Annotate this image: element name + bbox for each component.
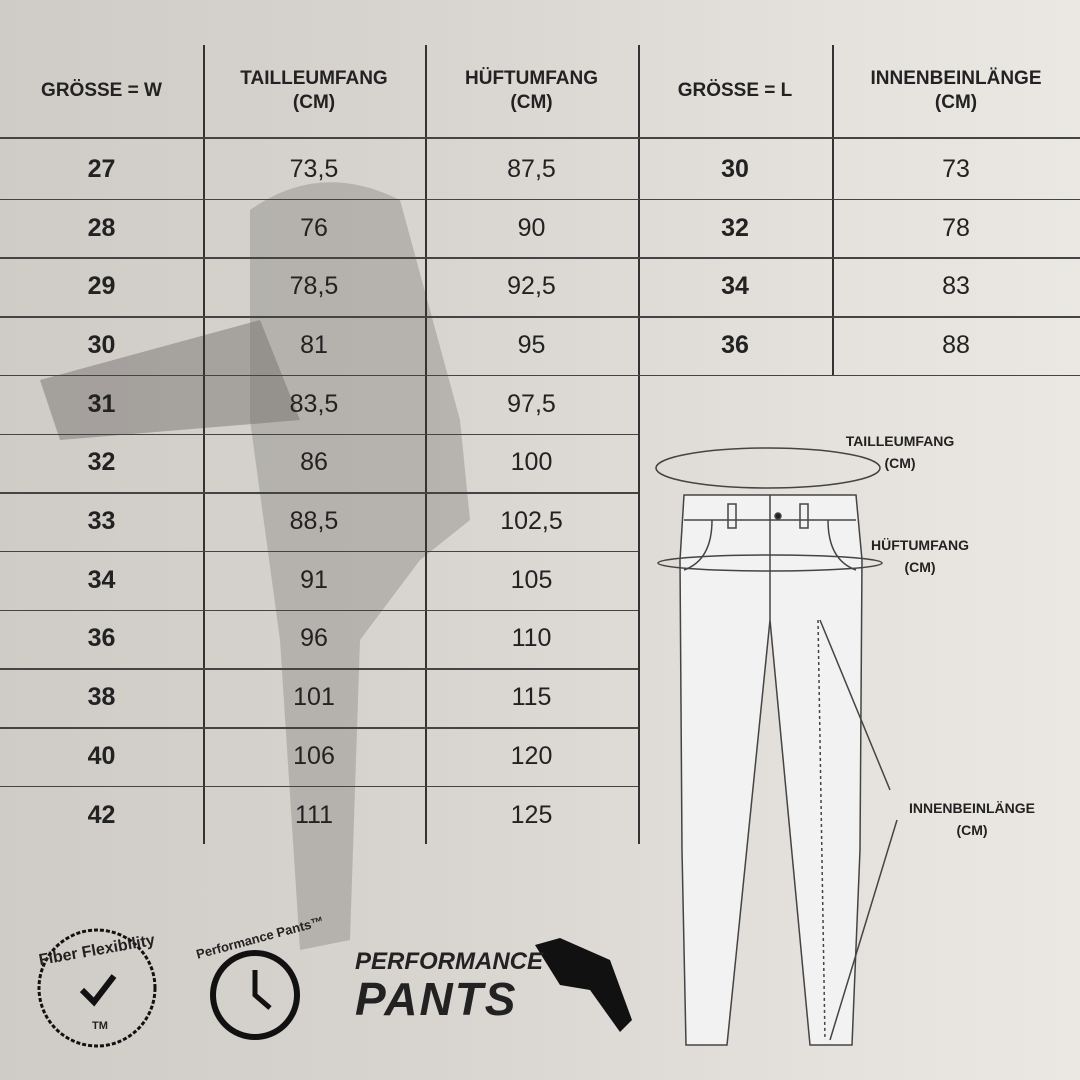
row-divider <box>0 727 638 729</box>
label-text: INNENBEINLÄNGE <box>908 800 1035 816</box>
row-divider <box>0 492 638 494</box>
label-unit: (CM) <box>884 455 916 471</box>
header-text: GRÖSSE = W <box>41 80 162 101</box>
table-cell: 33 <box>87 507 116 536</box>
row-divider <box>638 316 1080 318</box>
table-cell: 30 <box>87 330 116 359</box>
table-cell: 120 <box>510 741 553 770</box>
table-cell: 32 <box>87 448 116 477</box>
row-divider <box>0 433 638 435</box>
row-divider <box>0 609 638 612</box>
header: TAILLEUMFANG (CM) <box>203 45 425 137</box>
header: HÜFTUMFANG (CM) <box>425 45 638 137</box>
table-cell: 36 <box>87 624 116 653</box>
table-cell: 92,5 <box>507 272 556 301</box>
header-unit: (CM) <box>934 92 978 113</box>
table-cell: 28 <box>87 213 116 242</box>
table-cell: 115 <box>511 683 552 712</box>
table-cell: 106 <box>293 741 335 770</box>
header-unit: (CM) <box>510 92 553 113</box>
table-cell: 78 <box>942 213 970 242</box>
table-cell: 42 <box>87 800 116 829</box>
table-cell: 100 <box>510 448 553 477</box>
header-text: GRÖSSE = L <box>677 80 793 101</box>
table-cell: 73,5 <box>289 154 339 183</box>
label-unit: (CM) <box>956 822 988 838</box>
row-divider <box>0 257 638 259</box>
table-cell: 111 <box>294 800 333 829</box>
table-cell: 110 <box>511 624 552 653</box>
table-cell: 125 <box>510 800 553 829</box>
table-cell: 30 <box>721 154 749 183</box>
table-cell: 88 <box>942 330 970 359</box>
header-unit: (CM) <box>292 92 336 113</box>
table-cell: 38 <box>87 683 116 712</box>
table-cell: 86 <box>300 448 328 477</box>
table-cell: 27 <box>87 154 116 183</box>
table-cell: 34 <box>721 272 749 301</box>
label-text: HÜFTUMFANG <box>871 537 969 553</box>
table-cell: 32 <box>721 213 749 242</box>
brand-line1: PERFORMANCE <box>355 948 544 975</box>
table-cell: 91 <box>300 565 328 594</box>
column-divider <box>203 45 205 845</box>
row-divider <box>0 785 638 788</box>
waist-label: TAILLEUMFANG (CM) <box>830 430 970 474</box>
label-text: TAILLEUMFANG <box>845 433 955 449</box>
column-divider <box>832 45 834 375</box>
row-divider <box>0 198 638 201</box>
column-divider <box>638 45 640 845</box>
header-text: HÜFTUMFANG <box>465 68 598 89</box>
table-cell: 105 <box>510 565 553 594</box>
table-cell: 96 <box>300 624 328 653</box>
header-text: TAILLEUMFANG <box>240 68 388 89</box>
header: INNENBEINLÄNGE (CM) <box>832 45 1080 137</box>
row-divider <box>638 257 1080 259</box>
table-cell: 101 <box>293 683 335 712</box>
table-cell: 83,5 <box>289 389 339 418</box>
row-divider <box>638 374 1080 377</box>
header-text: INNENBEINLÄNGE <box>870 68 1042 89</box>
row-divider <box>0 316 638 318</box>
row-divider <box>0 668 638 670</box>
table-cell: 34 <box>87 565 116 594</box>
table-cell: 102,5 <box>500 507 563 536</box>
column-divider <box>425 45 427 845</box>
table-cell: 97,5 <box>507 389 556 418</box>
table-cell: 76 <box>300 213 328 242</box>
brand-line2: PANTS <box>355 973 518 1025</box>
table-cell: 88,5 <box>289 507 339 536</box>
table-cell: 81 <box>300 330 328 359</box>
table-cell: 36 <box>721 330 749 359</box>
header: GRÖSSE = W <box>0 45 203 137</box>
row-divider <box>638 198 1080 201</box>
row-divider <box>0 137 1080 139</box>
table-cell: 90 <box>517 213 546 242</box>
table-cell: 78,5 <box>289 272 339 301</box>
table-cell: 73 <box>942 154 970 183</box>
table-cell: 40 <box>87 741 116 770</box>
table-cell: 29 <box>87 272 116 301</box>
row-divider <box>0 550 638 553</box>
inseam-label: INNENBEINLÄNGE (CM) <box>882 797 1062 841</box>
header: GRÖSSE = L <box>638 45 832 137</box>
table-cell: 87,5 <box>507 154 556 183</box>
table-cell: 31 <box>87 389 116 418</box>
fiber-badge-tm: TM <box>92 1020 108 1032</box>
label-unit: (CM) <box>904 559 936 575</box>
table-cell: 83 <box>942 272 970 301</box>
hip-label: HÜFTUMFANG (CM) <box>860 534 980 578</box>
table-cell: 95 <box>517 330 546 359</box>
row-divider <box>0 374 638 377</box>
